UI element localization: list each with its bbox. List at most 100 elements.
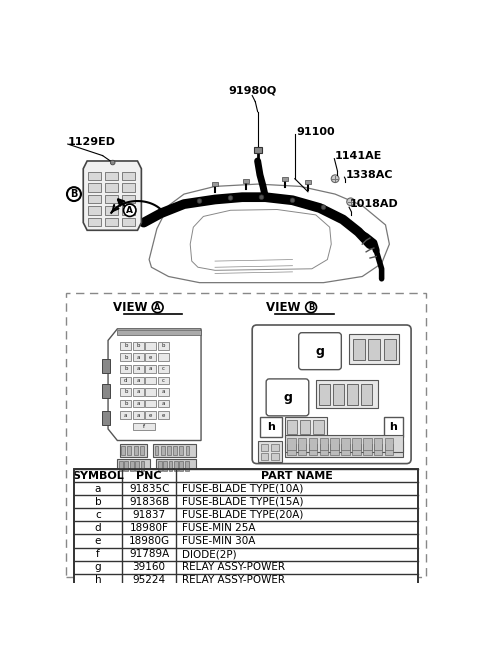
Bar [157,365,168,373]
Text: 39160: 39160 [132,562,166,572]
Text: c: c [162,366,165,371]
Bar [305,180,311,184]
Bar [155,446,158,455]
Text: PNC: PNC [136,470,162,481]
Bar [157,460,162,472]
Text: a: a [95,483,101,494]
Bar [168,460,172,472]
Text: 1129ED: 1129ED [68,137,116,147]
Text: a: a [136,366,140,371]
Text: b: b [124,401,128,406]
Text: g: g [283,391,292,404]
Bar [145,411,156,419]
Bar [102,359,109,373]
Bar [298,438,306,450]
Bar [133,342,144,350]
Text: g: g [315,345,324,358]
Bar [374,443,383,455]
Circle shape [228,196,233,200]
Text: a: a [161,390,165,394]
Text: a: a [136,355,140,360]
Text: e: e [161,413,165,418]
Bar [133,400,144,407]
Text: A: A [126,206,133,215]
Bar [145,400,156,407]
Bar [320,438,328,450]
Bar [309,438,317,450]
Text: e: e [149,355,152,360]
Text: b: b [124,390,128,394]
Bar [352,443,360,455]
Bar [333,384,344,405]
Bar [313,421,324,434]
Bar [285,441,403,457]
Bar [347,384,358,405]
Bar [349,334,399,364]
Bar [102,411,109,425]
Text: a: a [136,401,140,406]
Bar [157,354,168,361]
Bar [163,460,167,472]
Circle shape [347,198,355,206]
Text: a: a [136,413,140,418]
Text: c: c [95,510,101,520]
Bar [119,460,123,472]
Bar [254,147,262,153]
Bar [319,384,330,405]
Text: b: b [136,343,140,348]
Bar [127,446,132,455]
Bar [341,438,350,450]
Bar [141,460,144,472]
Circle shape [259,195,264,200]
Bar [140,446,144,455]
Circle shape [67,187,81,201]
Bar [133,354,144,361]
Bar [120,443,147,457]
Circle shape [331,175,339,183]
Bar [287,438,296,450]
Bar [117,459,150,473]
Bar [145,354,156,361]
Bar [374,438,383,450]
Bar [320,443,328,455]
Bar [353,339,365,360]
Bar [120,400,132,407]
Bar [145,377,156,384]
Bar [74,469,418,587]
Bar [120,411,132,419]
FancyBboxPatch shape [266,379,309,416]
Text: FUSE-BLADE TYPE(15A): FUSE-BLADE TYPE(15A) [182,496,304,507]
Text: 18980F: 18980F [130,523,168,533]
Text: 91836B: 91836B [129,496,169,507]
Bar [133,365,144,373]
Circle shape [197,198,202,203]
Bar [298,443,306,455]
Text: b: b [124,355,128,360]
Bar [385,438,393,450]
Bar [384,417,403,437]
Bar [133,446,137,455]
Bar [145,365,156,373]
Bar [174,460,178,472]
Circle shape [306,302,316,312]
Bar [135,460,139,472]
Text: FUSE-MIN 30A: FUSE-MIN 30A [182,536,256,546]
Bar [133,377,144,384]
Bar [122,183,135,192]
Bar [161,446,165,455]
Circle shape [321,205,326,210]
Text: e: e [149,413,152,418]
Bar [287,421,297,434]
Bar [385,443,393,455]
Bar [282,177,288,181]
Text: RELAY ASSY-POWER: RELAY ASSY-POWER [182,562,286,572]
Bar [287,443,296,455]
Text: h: h [95,575,101,586]
Bar [285,417,327,437]
Text: FUSE-BLADE TYPE(10A): FUSE-BLADE TYPE(10A) [182,483,304,494]
Text: e: e [95,536,101,546]
Bar [124,460,128,472]
Circle shape [152,302,163,312]
Bar [363,438,372,450]
Text: DIODE(2P): DIODE(2P) [182,549,237,559]
